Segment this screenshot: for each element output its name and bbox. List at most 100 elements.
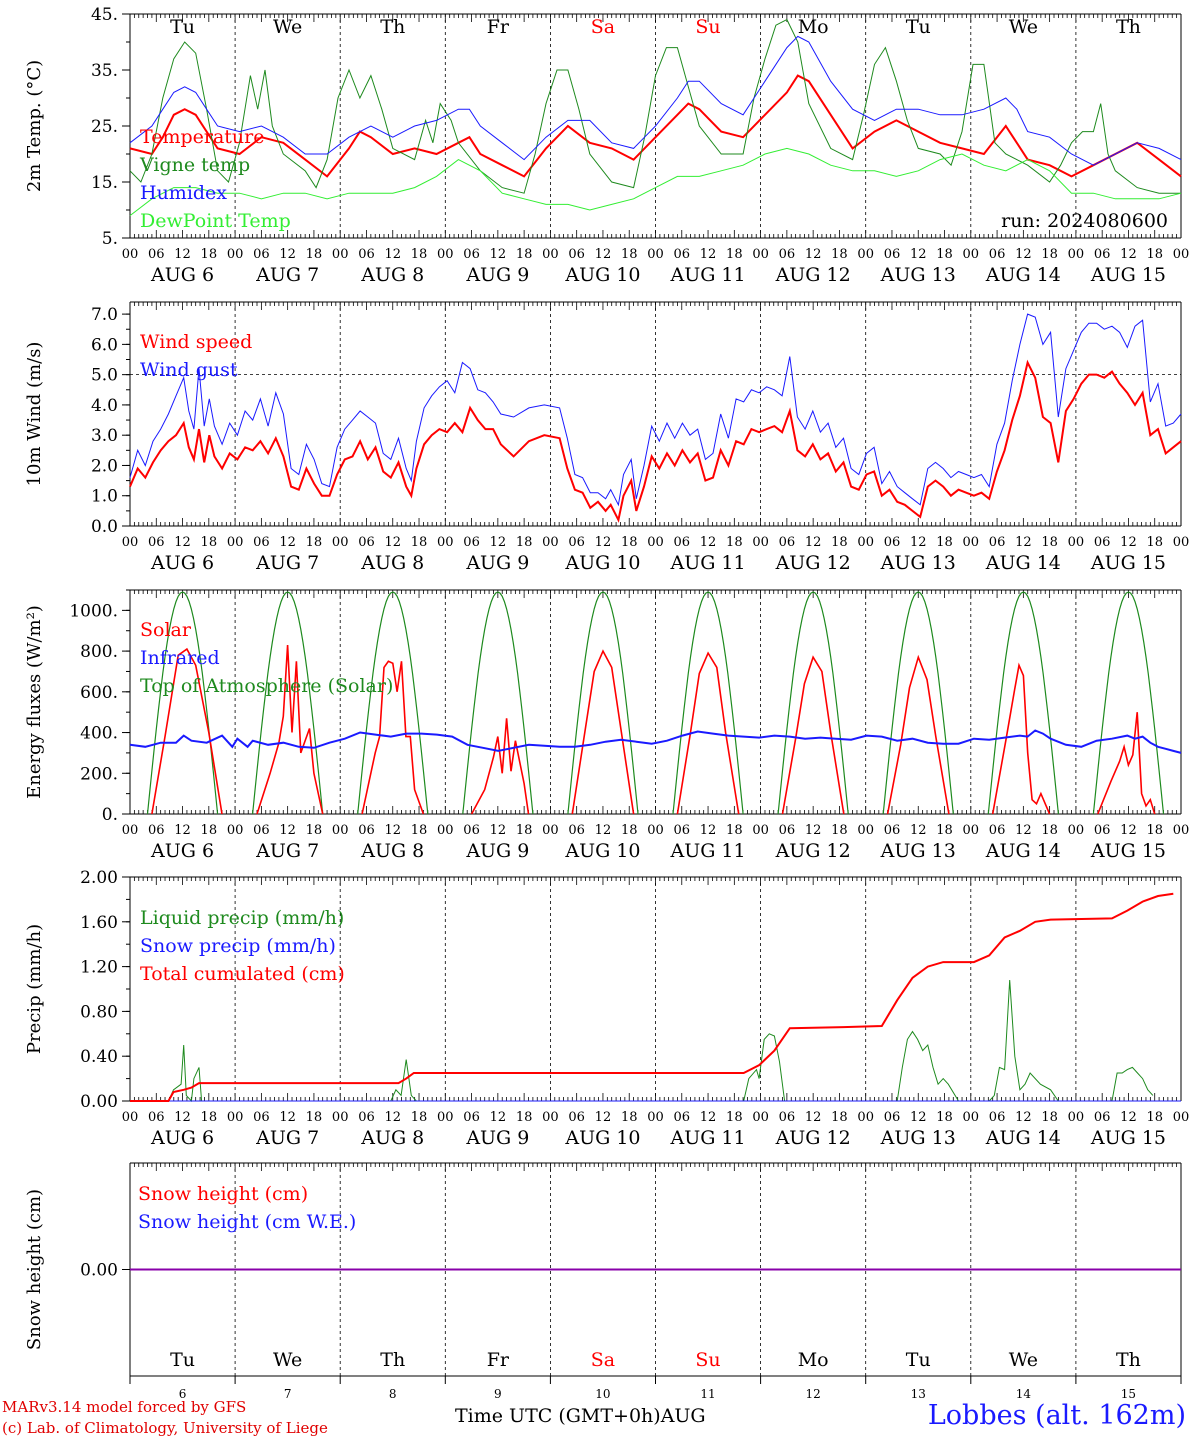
y-tick-label: 35. — [91, 61, 118, 81]
date-label: AUG 7 — [255, 840, 319, 862]
hour-tick-label: 06 — [463, 247, 480, 262]
hour-tick-label: 18 — [1041, 247, 1058, 262]
hour-tick-label: 06 — [568, 823, 585, 838]
hour-tick-label: 00 — [332, 823, 349, 838]
hour-tick-label: 12 — [805, 535, 822, 550]
date-label: AUG 8 — [360, 552, 424, 574]
y-tick-label: 1.0 — [91, 487, 118, 507]
hour-tick-label: 06 — [989, 1110, 1006, 1125]
date-label: AUG 7 — [255, 552, 319, 574]
hour-tick-label: 06 — [1094, 247, 1111, 262]
hour-tick-label: 00 — [227, 247, 244, 262]
panel-4: 2.00 1.60 1.20 0.80 0.40 0.00 Precip (mm/h) Liq… — [24, 868, 1189, 1149]
date-label: AUG 13 — [880, 552, 956, 574]
hour-tick-label: 18 — [726, 1110, 743, 1125]
toa-solar-line — [672, 591, 744, 815]
y-tick-label: 0.80 — [80, 1002, 118, 1022]
credit-lab: (c) Lab. of Climatology, University of L… — [2, 1419, 328, 1437]
hour-tick-label: 00 — [122, 247, 139, 262]
hour-tick-label: 00 — [752, 823, 769, 838]
hour-tick-label: 12 — [700, 247, 717, 262]
hour-tick-label: 06 — [989, 535, 1006, 550]
hour-tick-label: 00 — [857, 823, 874, 838]
hour-tick-label: 00 — [1173, 535, 1190, 550]
date-label: AUG 12 — [775, 552, 851, 574]
hour-tick-label: 00 — [647, 823, 664, 838]
hour-tick-label: 12 — [174, 535, 191, 550]
hour-tick-label: 06 — [779, 1110, 796, 1125]
legend-infrared: Infrared — [140, 647, 220, 669]
weekday-label: Fr — [487, 1349, 510, 1371]
hour-tick-label: 18 — [306, 823, 323, 838]
weekday-label: Th — [1116, 16, 1141, 38]
hour-tick-label: 12 — [910, 535, 927, 550]
hour-tick-label: 06 — [674, 247, 691, 262]
hour-tick-label: 18 — [411, 535, 428, 550]
hour-tick-label: 12 — [279, 823, 296, 838]
date-label: AUG 10 — [564, 264, 640, 286]
weekday-label: Sa — [591, 1349, 615, 1371]
hour-tick-label: 06 — [253, 1110, 270, 1125]
hour-tick-label: 00 — [1173, 1110, 1190, 1125]
hour-tick-label: 12 — [1120, 823, 1137, 838]
x-axis-month: AUG — [660, 1405, 706, 1427]
y-tick-label: 6.0 — [91, 335, 118, 355]
legend-total-cumulated-cm-: Total cumulated (cm) — [140, 963, 345, 985]
hour-tick-label: 18 — [1146, 535, 1163, 550]
hour-tick-label: 12 — [1015, 535, 1032, 550]
y-tick-label: 25. — [91, 117, 118, 137]
hour-tick-label: 00 — [542, 247, 559, 262]
hour-tick-label: 18 — [936, 823, 953, 838]
y-tick-label: 7.0 — [91, 305, 118, 325]
hour-tick-label: 12 — [595, 535, 612, 550]
date-label: AUG 11 — [669, 552, 745, 574]
hour-tick-label: 18 — [621, 823, 638, 838]
hour-tick-label: 06 — [463, 823, 480, 838]
day-number-label: 10 — [595, 1387, 610, 1401]
date-label: AUG 9 — [465, 552, 529, 574]
hour-tick-label: 06 — [148, 1110, 165, 1125]
hour-tick-label: 18 — [726, 823, 743, 838]
hour-tick-label: 06 — [253, 535, 270, 550]
date-label: AUG 14 — [985, 552, 1061, 574]
date-label: AUG 15 — [1090, 840, 1166, 862]
hour-tick-label: 12 — [805, 247, 822, 262]
weekday-label: Fr — [487, 16, 510, 38]
hour-tick-label: 12 — [279, 535, 296, 550]
hour-tick-label: 00 — [437, 535, 454, 550]
hour-tick-label: 12 — [490, 535, 507, 550]
hour-tick-label: 18 — [201, 823, 218, 838]
hour-tick-label: 18 — [516, 1110, 533, 1125]
y-axis-label: Energy fluxes (W/m²) — [24, 605, 45, 799]
hour-tick-label: 06 — [568, 247, 585, 262]
station-name: Lobbes (alt. 162m) — [927, 1400, 1186, 1431]
hour-tick-label: 12 — [384, 535, 401, 550]
hour-tick-label: 12 — [910, 823, 927, 838]
hour-tick-label: 00 — [963, 823, 980, 838]
date-label: AUG 14 — [985, 840, 1061, 862]
solar-line — [151, 647, 223, 815]
hour-tick-label: 00 — [332, 1110, 349, 1125]
hour-tick-label: 06 — [674, 823, 691, 838]
y-tick-label: 400. — [80, 724, 118, 744]
hour-tick-label: 12 — [805, 823, 822, 838]
date-label: AUG 13 — [880, 840, 956, 862]
hour-tick-label: 12 — [1015, 823, 1032, 838]
toa-solar-line — [882, 591, 954, 815]
weekday-label: We — [1009, 1349, 1038, 1371]
legend-wind-gust: Wind gust — [140, 359, 238, 381]
day-number-label: 13 — [911, 1387, 926, 1401]
hour-tick-label: 00 — [1173, 247, 1190, 262]
y-tick-label: 3.0 — [91, 426, 118, 446]
hour-tick-label: 18 — [1146, 1110, 1163, 1125]
hour-tick-label: 06 — [884, 823, 901, 838]
date-label: AUG 11 — [669, 840, 745, 862]
hour-tick-label: 06 — [148, 823, 165, 838]
solar-line — [571, 649, 635, 815]
hour-tick-label: 12 — [490, 823, 507, 838]
date-label: AUG 14 — [985, 264, 1061, 286]
legend-liquid-precip-mm-h-: Liquid precip (mm/h) — [140, 907, 344, 929]
hour-tick-label: 12 — [595, 1110, 612, 1125]
date-label: AUG 6 — [150, 840, 214, 862]
hour-tick-label: 00 — [122, 823, 139, 838]
